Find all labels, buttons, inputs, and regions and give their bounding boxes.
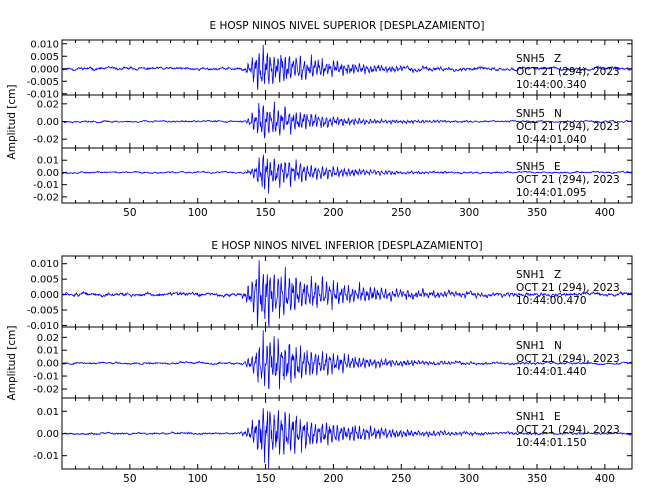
x-tick-label: 400 <box>595 207 615 219</box>
x-tick-label: 50 <box>123 207 136 219</box>
y-tick-label: -0.010 <box>27 321 59 332</box>
y-tick-label: -0.005 <box>27 306 59 317</box>
y-tick-label: 0.01 <box>37 407 59 418</box>
y-tick-label: 0.000 <box>30 64 59 75</box>
x-tick-label: 300 <box>459 473 479 485</box>
y-tick-label: 0.01 <box>37 346 59 357</box>
time-label: 10:44:01.040 <box>516 134 587 146</box>
x-tick-label: 350 <box>527 473 547 485</box>
x-tick-label: 200 <box>323 473 343 485</box>
date-label: OCT 21 (294), 2023 <box>516 353 620 365</box>
x-tick-label: 150 <box>256 473 276 485</box>
time-label: 10:44:01.150 <box>516 437 587 449</box>
chart-title: E HOSP NINOS NIVEL SUPERIOR [DESPLAZAMIE… <box>210 20 485 32</box>
time-label: 10:44:00.340 <box>516 79 587 91</box>
y-tick-label: -0.01 <box>33 180 59 191</box>
y-tick-label: 0.00 <box>37 117 59 128</box>
component-label: Z <box>554 269 561 281</box>
chart-group-1: E HOSP NINOS NIVEL SUPERIOR [DESPLAZAMIE… <box>6 20 633 219</box>
component-label: N <box>554 108 562 120</box>
y-tick-label: 0.010 <box>30 259 59 270</box>
trace-line-snh1-e <box>61 408 633 469</box>
component-label: N <box>554 340 562 352</box>
y-tick-label: -0.005 <box>27 77 59 88</box>
y-tick-label: 0.00 <box>37 359 59 370</box>
y-tick-label: -0.02 <box>33 135 59 146</box>
x-tick-label: 300 <box>459 207 479 219</box>
chart-title: E HOSP NINOS NIVEL INFERIOR [DESPLAZAMIE… <box>211 240 482 252</box>
trace-line-snh1-n <box>62 330 633 390</box>
station-label: SNH5 <box>516 161 545 173</box>
x-tick-label: 250 <box>391 473 411 485</box>
y-tick-label: -0.02 <box>33 384 59 395</box>
y-tick-label: 0.00 <box>37 429 59 440</box>
chart-group-2: E HOSP NINOS NIVEL INFERIOR [DESPLAZAMIE… <box>6 240 633 485</box>
x-tick-label: 150 <box>256 207 276 219</box>
y-tick-label: 0.010 <box>30 39 59 50</box>
y-tick-label: 0.000 <box>30 290 59 301</box>
trace-line-snh5-z <box>61 44 633 91</box>
y-tick-label: -0.01 <box>33 372 59 383</box>
y-tick-label: -0.010 <box>27 89 59 100</box>
y-axis-label: Amplitud [cm] <box>6 326 18 401</box>
x-tick-label: 400 <box>595 473 615 485</box>
y-tick-label: 0.02 <box>37 99 59 110</box>
y-tick-label: 0.005 <box>30 52 59 63</box>
date-label: OCT 21 (294), 2023 <box>516 121 620 133</box>
x-tick-label: 50 <box>123 473 136 485</box>
component-label: E <box>554 161 561 173</box>
y-tick-label: -0.02 <box>33 192 59 203</box>
trace-line-snh5-n <box>61 101 633 139</box>
date-label: OCT 21 (294), 2023 <box>516 174 620 186</box>
date-label: OCT 21 (294), 2023 <box>516 282 620 294</box>
time-label: 10:44:00.470 <box>516 295 587 307</box>
y-axis-label: Amplitud [cm] <box>6 85 18 160</box>
trace-line-snh5-e <box>61 154 633 194</box>
time-label: 10:44:01.095 <box>516 187 587 199</box>
y-tick-label: 0.005 <box>30 275 59 286</box>
y-tick-label: 0.00 <box>37 168 59 179</box>
x-tick-label: 350 <box>527 207 547 219</box>
x-tick-label: 250 <box>391 207 411 219</box>
station-label: SNH1 <box>516 340 545 352</box>
station-label: SNH1 <box>516 411 545 423</box>
x-tick-label: 200 <box>323 207 343 219</box>
y-tick-label: 0.01 <box>37 156 59 167</box>
x-tick-label: 100 <box>188 207 208 219</box>
station-label: SNH5 <box>516 108 545 120</box>
y-tick-label: -0.01 <box>33 451 59 462</box>
trace-line-snh1-z <box>61 260 633 328</box>
time-label: 10:44:01.440 <box>516 366 587 378</box>
station-label: SNH5 <box>516 53 545 65</box>
y-tick-label: 0.02 <box>37 333 59 344</box>
date-label: OCT 21 (294), 2023 <box>516 66 620 78</box>
x-tick-label: 100 <box>188 473 208 485</box>
component-label: Z <box>554 53 561 65</box>
date-label: OCT 21 (294), 2023 <box>516 424 620 436</box>
component-label: E <box>554 411 561 423</box>
station-label: SNH1 <box>516 269 545 281</box>
